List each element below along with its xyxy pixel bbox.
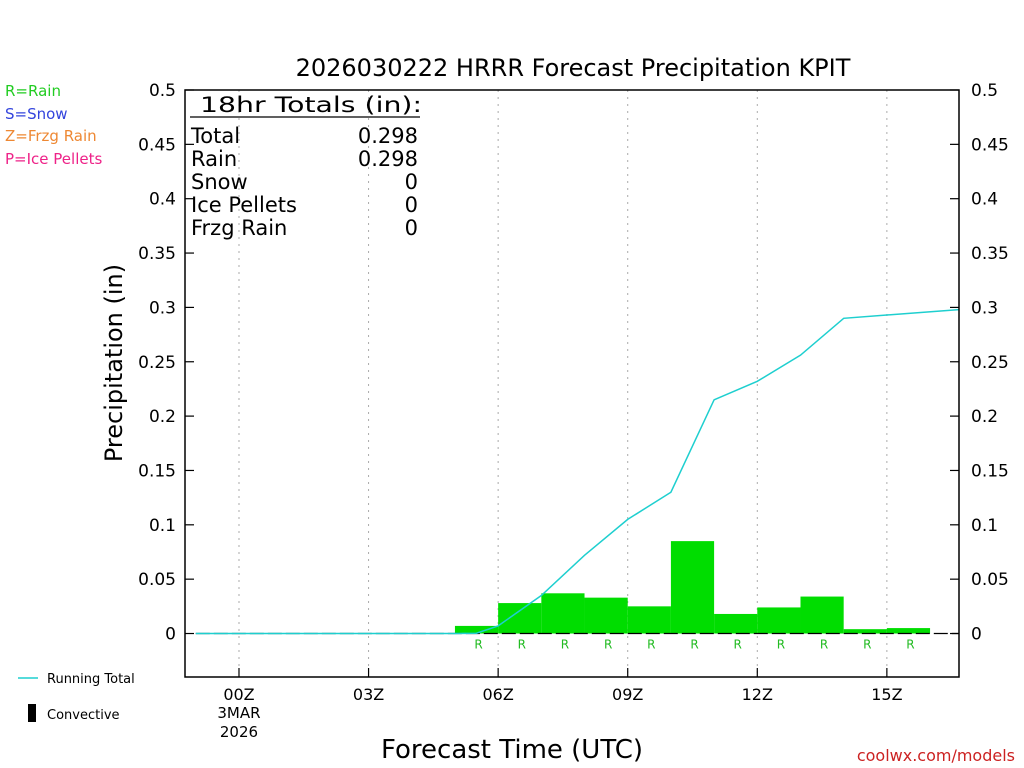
y-tick-label-right: 0.5 bbox=[971, 81, 998, 101]
totals-box: 18hr Totals (in): Total 0.298 Rain 0.298 Sno… bbox=[190, 93, 422, 240]
precip-type-letter: R bbox=[820, 638, 828, 652]
y-tick-label-right: 0.4 bbox=[971, 190, 998, 210]
y-tick-label-right: 0.45 bbox=[971, 135, 1009, 155]
totals-row-value: 0.298 bbox=[358, 147, 418, 171]
totals-header: 18hr Totals (in): bbox=[200, 93, 422, 117]
bottom-legend: Running Total Convective bbox=[18, 672, 135, 723]
watermark: coolwx.com/models bbox=[857, 746, 1015, 765]
y-tick-label-right: 0.1 bbox=[971, 516, 998, 536]
legend-ice-pellets: P=Ice Pellets bbox=[5, 150, 102, 168]
x-tick-date: 3MAR bbox=[217, 704, 260, 722]
vertical-grid bbox=[238, 90, 888, 677]
precip-bar bbox=[843, 629, 887, 634]
precip-bar bbox=[584, 597, 628, 634]
hourly-bars bbox=[454, 541, 931, 634]
precip-bar bbox=[454, 625, 499, 634]
precip-type-letter: R bbox=[474, 638, 482, 652]
totals-row-label: Rain bbox=[191, 147, 237, 171]
running-total-line bbox=[195, 308, 960, 635]
y-tick-label-left: 0.05 bbox=[138, 570, 176, 590]
y-tick-label-left: 0.15 bbox=[138, 461, 176, 481]
precip-bar bbox=[800, 596, 844, 634]
y-tick-label-right: 0.25 bbox=[971, 353, 1009, 373]
totals-row-value: 0 bbox=[405, 193, 418, 217]
x-tick-label: 15Z bbox=[871, 685, 902, 704]
y-tick-label-left: 0.1 bbox=[149, 516, 176, 536]
y-tick-label-left: 0.25 bbox=[138, 353, 176, 373]
convective-swatch bbox=[28, 704, 36, 722]
precip-bar bbox=[498, 603, 542, 634]
precip-bar bbox=[886, 628, 931, 634]
precip-type-letter: R bbox=[734, 638, 742, 652]
precip-type-letter: R bbox=[863, 638, 871, 652]
precip-type-letter: R bbox=[518, 638, 526, 652]
y-tick-label-right: 0.05 bbox=[971, 570, 1009, 590]
totals-row-value: 0.298 bbox=[358, 124, 418, 148]
totals-row-label: Snow bbox=[191, 170, 248, 194]
y-tick-label-left: 0.35 bbox=[138, 244, 176, 264]
totals-rows: Total 0.298 Rain 0.298 Snow 0 Ice Pellets 0 Frzg… bbox=[190, 124, 418, 240]
precip-type-letter: R bbox=[561, 638, 569, 652]
running-total-legend-label: Running Total bbox=[47, 672, 135, 687]
y-tick-label-right: 0.2 bbox=[971, 407, 998, 427]
y-tick-label-left: 0.3 bbox=[149, 298, 176, 318]
x-tick-label: 12Z bbox=[742, 685, 773, 704]
y-axis-ticks: 0 00.05 0.050.1 0.10.15 0.150.2 0.20.25 0.250.… bbox=[138, 81, 1009, 645]
y-tick-label-right: 0.3 bbox=[971, 298, 998, 318]
legend-snow: S=Snow bbox=[5, 105, 68, 123]
precip-type-letter: R bbox=[777, 638, 785, 652]
y-axis-label: Precipitation (in) bbox=[100, 264, 128, 462]
precip-bar bbox=[627, 606, 671, 634]
totals-row-label: Frzg Rain bbox=[191, 216, 287, 240]
x-axis-label: Forecast Time (UTC) bbox=[381, 735, 643, 765]
x-tick-label: 03Z bbox=[353, 685, 384, 704]
y-tick-label-right: 0.15 bbox=[971, 461, 1009, 481]
convective-legend-label: Convective bbox=[47, 708, 120, 723]
precip-type-letter: R bbox=[906, 638, 914, 652]
x-tick-label: 06Z bbox=[482, 685, 513, 704]
legend-frzg-rain: Z=Frzg Rain bbox=[5, 127, 97, 145]
y-tick-label-left: 0 bbox=[165, 625, 176, 645]
legend-rain: R=Rain bbox=[5, 82, 61, 100]
precip-type-letter: R bbox=[647, 638, 655, 652]
left-legend: R=Rain S=Snow Z=Frzg Rain P=Ice Pellets bbox=[5, 82, 102, 168]
precip-type-letter: R bbox=[604, 638, 612, 652]
precip-bar bbox=[670, 541, 715, 634]
totals-row-value: 0 bbox=[405, 170, 418, 194]
x-tick-label: 09Z bbox=[612, 685, 643, 704]
y-tick-label-right: 0.35 bbox=[971, 244, 1009, 264]
plot-frame bbox=[184, 89, 960, 678]
y-tick-label-right: 0 bbox=[971, 625, 982, 645]
x-tick-label: 00Z bbox=[223, 685, 254, 704]
precip-bar bbox=[541, 593, 585, 634]
y-tick-label-left: 0.4 bbox=[149, 190, 176, 210]
y-tick-label-left: 0.5 bbox=[149, 81, 176, 101]
totals-row-value: 0 bbox=[405, 216, 418, 240]
chart-title: 2026030222 HRRR Forecast Precipitation K… bbox=[296, 54, 851, 82]
y-tick-label-left: 0.2 bbox=[149, 407, 176, 427]
y-tick-label-left: 0.45 bbox=[138, 135, 176, 155]
totals-row-label: Ice Pellets bbox=[191, 193, 297, 217]
x-tick-year: 2026 bbox=[220, 723, 258, 741]
precip-bar bbox=[714, 613, 758, 634]
totals-row-label: Total bbox=[190, 124, 240, 148]
precip-type-letter: R bbox=[690, 638, 698, 652]
precip-bar bbox=[757, 607, 801, 634]
